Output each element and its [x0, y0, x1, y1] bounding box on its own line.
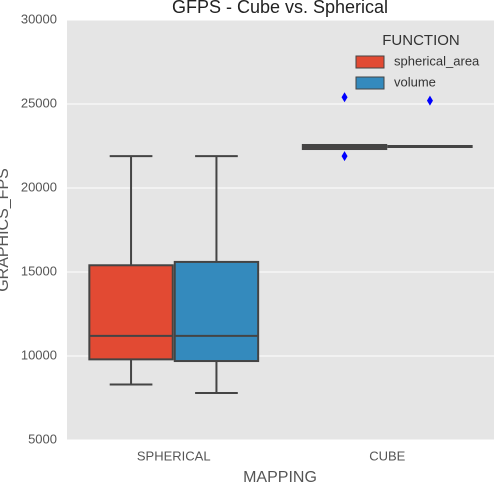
outlier: [426, 95, 433, 106]
legend-swatch: [355, 76, 385, 90]
y-tick-label: 5000: [28, 431, 57, 446]
y-axis-label: GRAPHICS_FPS: [0, 168, 12, 292]
legend-title: FUNCTION: [382, 32, 460, 49]
y-tick-label: 30000: [21, 11, 57, 26]
outlier: [341, 92, 348, 103]
x-tick-label: CUBE: [369, 448, 405, 463]
x-axis-label: MAPPING: [243, 469, 317, 486]
y-tick-label: 20000: [21, 179, 57, 194]
box: [173, 260, 260, 363]
chart-title: GFPS - Cube vs. Spherical: [172, 0, 388, 17]
y-tick-label: 25000: [21, 95, 57, 110]
legend-swatch: [355, 55, 385, 69]
legend-label: volume: [394, 74, 436, 89]
y-tick-label: 15000: [21, 263, 57, 278]
y-tick-label: 10000: [21, 347, 57, 362]
outlier: [341, 151, 348, 162]
x-tick-label: SPHERICAL: [137, 448, 211, 463]
box: [88, 264, 174, 361]
plot-area: [67, 20, 494, 440]
legend-label: spherical_area: [394, 53, 480, 68]
